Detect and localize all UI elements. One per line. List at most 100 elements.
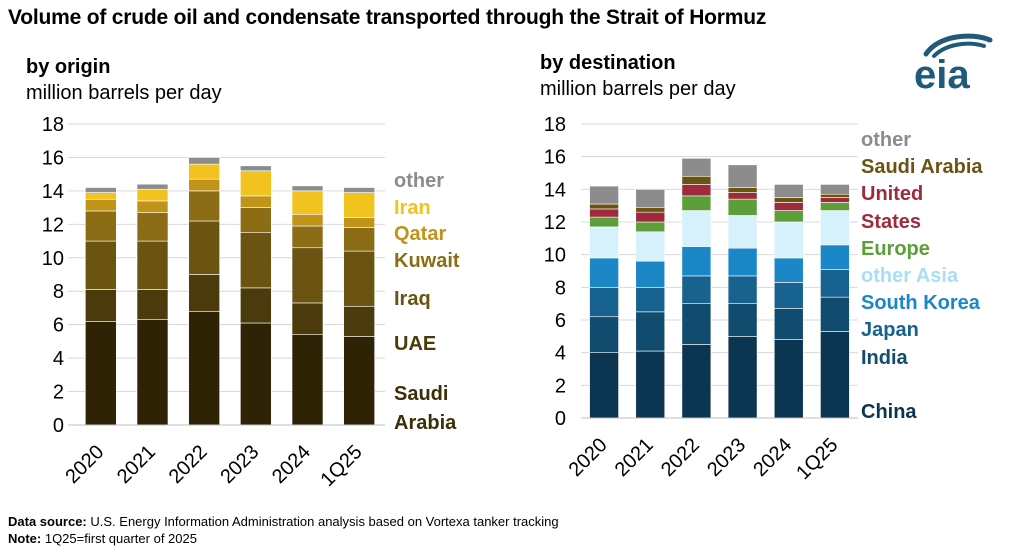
- origin-y-tick-label: 16: [42, 147, 64, 169]
- destination-bar-india-2023: [727, 303, 758, 337]
- destination-bar-china-2024: [773, 339, 804, 419]
- destination-bar-japan-1q25: [820, 269, 850, 298]
- origin-bar-qatar-2020: [85, 198, 117, 212]
- origin-bar-qatar-2024: [291, 214, 324, 227]
- destination-y-tick-label: 16: [544, 147, 566, 169]
- chart-title: Volume of crude oil and condensate trans…: [8, 6, 767, 29]
- origin-y-tick-label: 6: [53, 315, 64, 337]
- origin-bar-qatar-2022: [188, 178, 220, 192]
- destination-bar-south-korea-2022: [681, 246, 712, 277]
- origin-bar-iraq-2024: [291, 247, 324, 304]
- destination-bar-saudi-arabia-2020: [589, 203, 619, 210]
- destination-bar-europe-2020: [589, 216, 619, 228]
- destination-bar-europe-2023: [727, 198, 758, 216]
- origin-bar-iran-2024: [291, 190, 324, 215]
- destination-bar-other-asia-2022: [681, 210, 712, 247]
- origin-bar-kuwait-2022: [188, 190, 220, 222]
- destination-bar-saudi-arabia-2024: [773, 197, 804, 203]
- origin-bar-uae-2020: [85, 289, 117, 322]
- origin-x-tick-label-2023: 2023: [216, 441, 263, 488]
- origin-bar-qatar-1q25: [343, 217, 375, 228]
- footer-source-label: Data source:: [8, 514, 87, 529]
- origin-bar-other-2024: [291, 185, 324, 192]
- destination-bar-japan-2022: [681, 275, 712, 304]
- origin-bar-saudi-arabia-2021: [136, 319, 169, 426]
- destination-bar-europe-2022: [681, 195, 712, 211]
- destination-bar-other-2023: [727, 164, 758, 188]
- destination-bar-saudi-arabia-2022: [681, 175, 712, 185]
- destination-legend-india: India: [861, 347, 909, 369]
- destination-legend-china: China: [861, 401, 917, 423]
- footer-note-text: 1Q25=first quarter of 2025: [44, 531, 197, 546]
- origin-bar-qatar-2023: [240, 195, 272, 208]
- origin-bar-other-2020: [85, 187, 117, 193]
- destination-bar-other-asia-2020: [589, 226, 619, 259]
- destination-legend-other-asia: other Asia: [861, 265, 959, 287]
- eia-logo: eia: [914, 33, 993, 92]
- destination-bar-saudi-arabia-2023: [727, 187, 758, 193]
- origin-bar-other-2023: [240, 165, 272, 172]
- destination-legend-south-korea: South Korea: [861, 292, 981, 314]
- destination-bar-china-2022: [681, 344, 712, 419]
- destination-bar-south-korea-2021: [635, 260, 666, 288]
- origin-bar-uae-1q25: [343, 305, 375, 337]
- destination-bar-other-2021: [635, 189, 666, 208]
- origin-y-tick-label: 4: [53, 348, 64, 370]
- destination-legend-japan: Japan: [861, 319, 919, 341]
- origin-bar-saudi-arabia-1q25: [343, 336, 375, 426]
- destination-bar-india-2021: [635, 311, 666, 352]
- origin-bar-saudi-arabia-2023: [240, 322, 272, 426]
- destination-y-tick-label: 14: [544, 179, 566, 201]
- left-panel-unit: million barrels per day: [26, 82, 222, 104]
- origin-bar-kuwait-2023: [240, 207, 272, 233]
- origin-x-tick-label-1q25: 1Q25: [317, 441, 367, 491]
- destination-bar-other-asia-2024: [773, 221, 804, 259]
- destination-bar-europe-2021: [635, 221, 666, 233]
- origin-bar-saudi-arabia-2020: [85, 321, 117, 426]
- destination-x-tick-label-1q25: 1Q25: [792, 434, 842, 484]
- destination-bar-united-states-2023: [727, 192, 758, 200]
- destination-bar-india-1q25: [820, 296, 850, 332]
- destination-bar-other-2022: [681, 158, 712, 177]
- destination-bar-china-2023: [727, 336, 758, 419]
- origin-bar-other-2021: [136, 183, 169, 190]
- destination-bar-other-2020: [589, 185, 619, 205]
- origin-bar-other-2022: [188, 157, 220, 165]
- destination-bar-china-2021: [635, 350, 666, 419]
- destination-bar-india-2020: [589, 316, 619, 353]
- right-panel-unit: million barrels per day: [540, 78, 736, 100]
- destination-bar-japan-2024: [773, 282, 804, 309]
- destination-bar-united-states-2020: [589, 208, 619, 218]
- origin-y-tick-label: 0: [53, 415, 64, 437]
- destination-bar-other-asia-2021: [635, 231, 666, 262]
- origin-bar-iran-2021: [136, 188, 169, 202]
- destination-bar-south-korea-2023: [727, 247, 758, 277]
- destination-y-tick-label: 4: [555, 343, 566, 365]
- destination-bar-china-1q25: [820, 331, 850, 419]
- destination-legend-europe: Europe: [861, 238, 930, 260]
- origin-legend-saudi-arabia-line1: Saudi: [394, 383, 448, 405]
- origin-legend-other: other: [394, 170, 444, 192]
- destination-legend-other: other: [861, 129, 911, 151]
- destination-bar-south-korea-1q25: [820, 244, 850, 270]
- logo-arc-inner: [932, 41, 986, 58]
- origin-y-tick-label: 8: [53, 281, 64, 303]
- destination-bar-europe-1q25: [820, 202, 850, 211]
- destination-y-tick-label: 6: [555, 310, 566, 332]
- origin-x-tick-label-2021: 2021: [113, 441, 160, 488]
- destination-bar-united-states-2024: [773, 202, 804, 211]
- origin-chart: 0 2 4 6 8 10 12 14 16 18 2020 2021 2022 2023 2024 1Q25 S…: [42, 114, 460, 491]
- origin-bar-iran-1q25: [343, 192, 375, 218]
- origin-y-tick-label: 12: [42, 214, 64, 236]
- origin-x-tick-label-2024: 2024: [268, 441, 315, 488]
- destination-bar-united-states-1q25: [820, 197, 850, 203]
- destination-bar-saudi-arabia-1q25: [820, 193, 850, 198]
- origin-y-tick-label: 14: [42, 181, 64, 203]
- origin-bar-kuwait-2021: [136, 212, 169, 242]
- destination-bar-japan-2020: [589, 287, 619, 318]
- origin-legend-saudi-arabia-line2: Arabia: [394, 412, 457, 434]
- destination-bar-other-2024: [773, 184, 804, 198]
- destination-y-tick-label: 10: [544, 245, 566, 267]
- origin-bar-iraq-1q25: [343, 250, 375, 307]
